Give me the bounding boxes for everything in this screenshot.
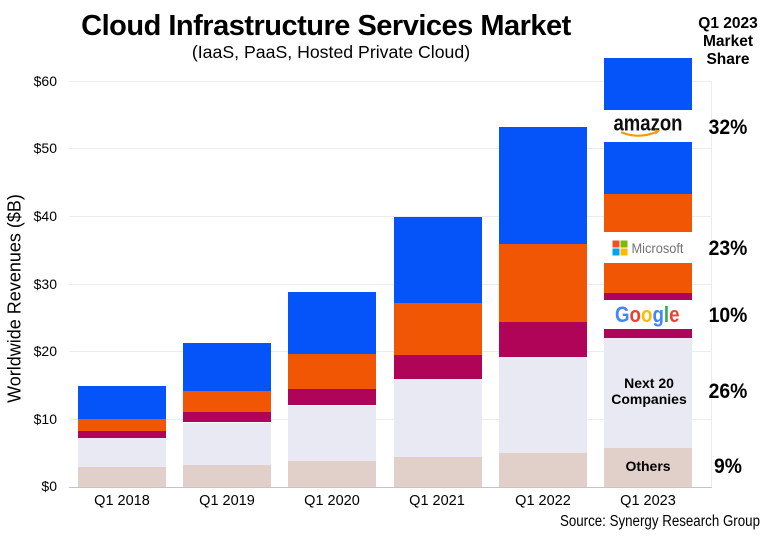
svg-text:Google: Google [615,302,680,327]
svg-text:amazon: amazon [614,110,683,135]
svg-text:Microsoft: Microsoft [632,241,684,256]
